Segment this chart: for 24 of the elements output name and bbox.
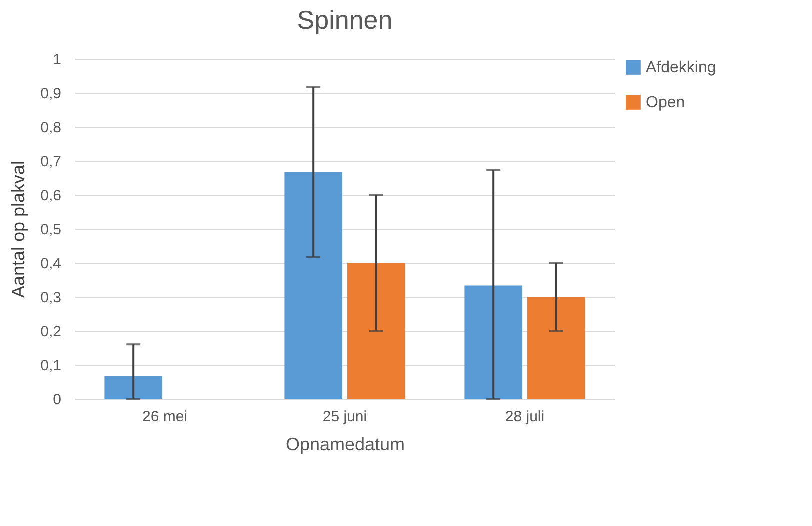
y-tick-label: 0,9 [40, 86, 62, 102]
x-tick-label: 28 juli [505, 408, 545, 426]
y-tick-label: 0,5 [40, 222, 62, 238]
bar [284, 172, 342, 399]
x-axis-title: Opnamedatum [286, 434, 406, 454]
bar [464, 286, 522, 399]
y-tick-label: 0,7 [40, 154, 62, 170]
x-tick-label: 25 juni [322, 408, 368, 426]
y-tick-label: 1 [53, 52, 62, 68]
y-tick-label: 0,3 [40, 290, 62, 306]
x-tick-label: 26 mei [142, 408, 188, 426]
legend-label: Open [646, 94, 686, 112]
bar [528, 297, 586, 399]
y-tick-label: 0,1 [40, 358, 62, 374]
y-tick-label: 0,4 [40, 256, 62, 272]
y-axis-title: Aantal op plakval [8, 160, 29, 298]
y-tick-label: 0,8 [40, 120, 62, 136]
y-tick-label: 0,6 [40, 188, 62, 204]
y-tick-label: 0,2 [40, 324, 62, 340]
chart-title: Spinnen [297, 5, 393, 35]
legend-label: Afdekking [646, 60, 716, 76]
bar [104, 376, 162, 399]
bar [348, 263, 406, 399]
y-tick-label: 0 [53, 392, 62, 408]
